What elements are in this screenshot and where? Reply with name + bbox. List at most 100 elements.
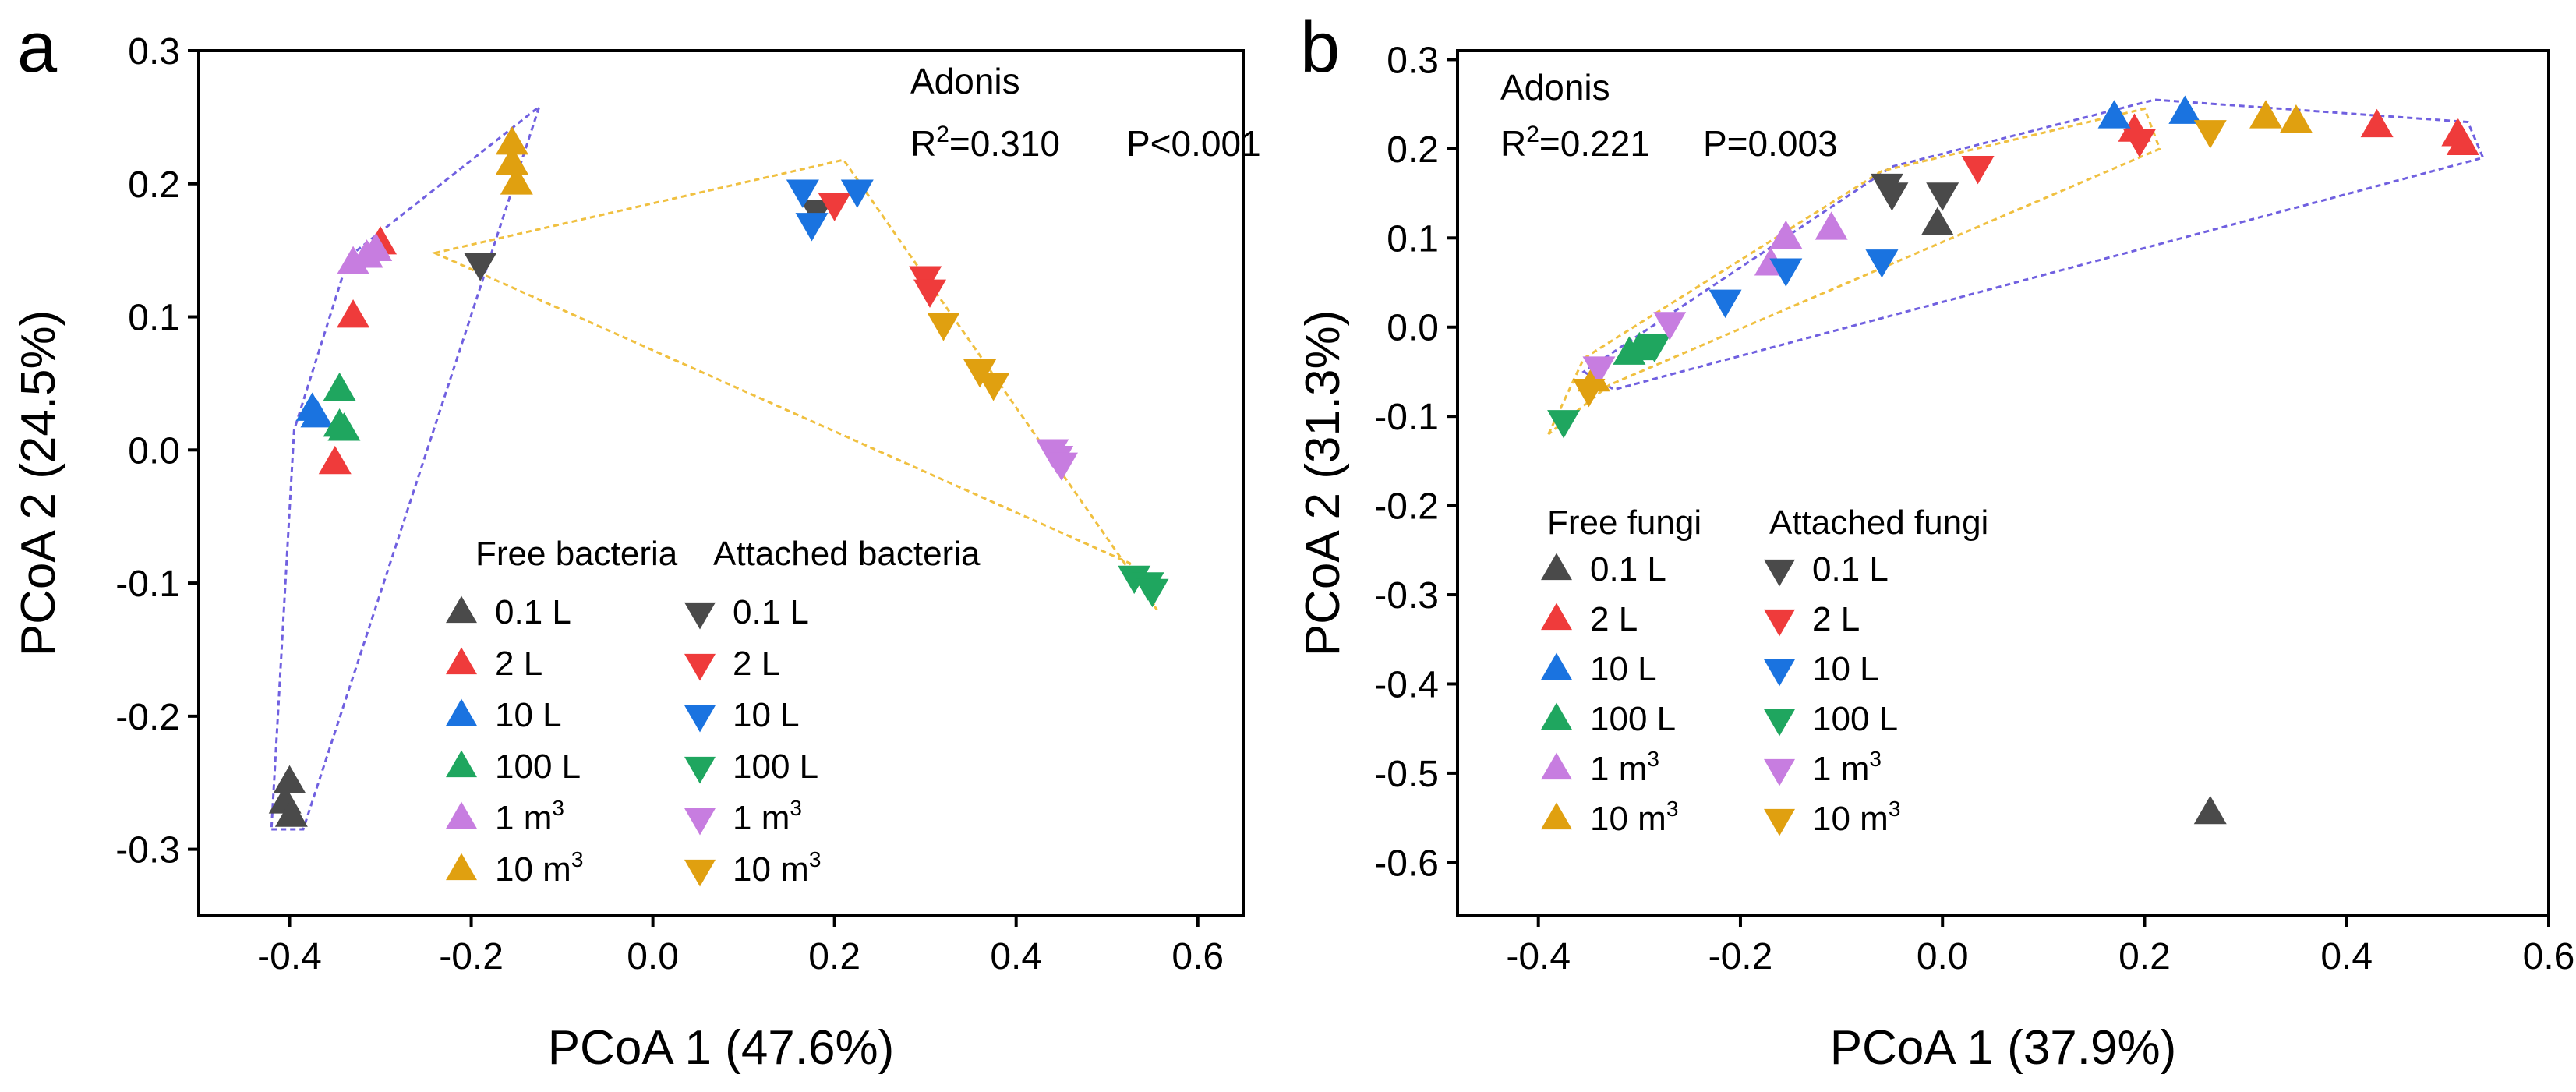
series-a-7 [818,193,946,308]
series-a-0 [268,765,308,827]
points-layer-a [268,125,1169,827]
legend-label-b-0-0: 0.1 L [1590,550,1666,588]
data-point-b-3-1 [1623,331,1656,361]
y-tick-label-b-6: -0.3 [1374,575,1439,617]
legend-label-b-1-2: 10 L [1812,650,1879,688]
data-point-a-0-0 [273,765,306,794]
legend-label-b-1-5: 10 m3 [1812,797,1900,838]
adonis-r2-value-b: =0.221 [1539,123,1650,164]
data-point-b-11-1 [2193,120,2227,149]
legend-label-b-0-2: 10 L [1590,650,1657,688]
hull-a-attached [431,158,1158,611]
legend-marker-b-1-4 [1764,758,1795,786]
adonis-title-a: Adonis [910,61,1020,101]
x-tick-label-b-0: -0.4 [1506,936,1571,977]
x-tick-label-a-3: 0.2 [808,936,860,977]
data-point-b-2-0 [2097,100,2131,129]
data-point-b-0-1 [2193,795,2227,825]
data-point-a-8-2 [840,179,874,208]
data-point-b-9-1 [1638,334,1671,363]
series-b-2 [2097,95,2202,129]
y-tick-label-a-4: -0.1 [115,564,180,605]
legend-marker-a-0-4 [446,801,477,829]
legend-marker-a-1-2 [684,705,716,733]
data-point-b-10-0 [1582,356,1616,385]
legend-marker-b-0-1 [1541,603,1572,631]
data-point-a-0-2 [274,798,308,827]
legend-marker-b-0-3 [1541,702,1572,730]
x-axis-label-a: PCoA 1 (47.6%) [548,1021,895,1075]
y-tick-label-b-8: -0.5 [1374,754,1439,795]
y-tick-label-a-6: -0.3 [115,830,180,871]
data-point-a-5-1 [496,146,528,175]
legend-label-b-0-5: 10 m3 [1590,797,1678,838]
legend-label-b-1-3: 100 L [1812,700,1898,738]
legend-label-a-1-3: 100 L [733,747,818,786]
data-point-b-4-2 [1815,211,1848,240]
legend-marker-a-0-1 [446,647,477,675]
adonis-r2-sup-b: 2 [1526,122,1539,147]
legend-marker-b-0-4 [1541,752,1572,780]
legend-title-a-1: Attached bacteria [713,535,981,573]
hull-a-free [270,103,542,831]
data-point-b-6-2 [1926,182,1959,211]
legend-b: Free fungi 0.1 L 2 L 10 L 100 L 1 m3 10 m3 Atta… [1541,504,1988,838]
data-point-b-0-0 [1921,207,1954,235]
legend-marker-b-1-3 [1764,709,1795,737]
y-axis-ticks-b: 0.3 0.2 0.1 0.0 -0.1 -0.2 -0.3 -0.4 -0.5 -0.6 [1374,40,1458,884]
adonis-p-a: P<0.001 [1126,123,1261,164]
legend-marker-a-1-0 [684,602,716,630]
data-point-b-8-1 [1769,258,1803,287]
legend-title-b-1: Attached fungi [1769,504,1988,542]
data-point-a-1-2 [318,445,352,475]
legend-label-b-1-0: 0.1 L [1812,550,1889,588]
y-tick-label-b-7: -0.4 [1374,664,1439,705]
data-point-a-2-1 [300,399,334,428]
data-point-a-11-2 [977,373,1010,401]
legend-marker-b-1-2 [1764,659,1795,687]
adonis-r2-value-a: =0.310 [949,123,1060,164]
x-tick-label-b-2: 0.0 [1917,936,1969,977]
series-b-11 [1572,120,2227,408]
legend-label-b-0-1: 2 L [1590,600,1638,638]
panel-label-b: b [1300,8,1340,87]
legend-label-a-0-0: 0.1 L [495,593,571,631]
hull-b-free [1581,98,2485,391]
legend-marker-b-1-1 [1764,609,1795,637]
adonis-annotation-a: Adonis R2=0.310 P<0.001 [910,61,1261,164]
data-point-a-8-1 [795,213,829,242]
series-a-3 [323,372,361,441]
x-axis-label-b: PCoA 1 (37.9%) [1830,1021,2177,1075]
data-point-a-3-2 [327,412,361,441]
series-a-8 [786,179,874,242]
legend-label-a-0-3: 100 L [495,747,581,786]
plot-frame-b [1456,49,2550,917]
data-point-b-2-1 [2168,95,2202,124]
data-point-a-7-0 [818,193,851,221]
panel-a: a -0.4 -0.2 0.0 0.2 0.4 0.6 0.3 0.2 0.1 0.0 -0.1 -… [12,8,1261,1075]
legend-label-a-1-1: 2 L [733,645,780,683]
adonis-r2-b: R2=0.221 [1500,122,1650,164]
series-a-2 [295,392,334,428]
legend-label-b-1-1: 2 L [1812,600,1860,638]
y-axis-label-b: PCoA 2 (31.3%) [1296,310,1350,657]
data-point-b-9-0 [1547,410,1581,439]
series-a-5 [496,125,533,195]
data-point-b-8-0 [1708,289,1742,318]
data-point-a-7-2 [913,279,946,308]
panel-label-a: a [17,8,58,87]
legend-marker-a-0-5 [446,853,477,881]
legend-marker-a-1-5 [684,859,716,887]
adonis-p-b: P=0.003 [1703,123,1838,164]
data-point-a-4-2 [359,232,393,261]
legend-marker-a-1-3 [684,756,716,784]
legend-marker-b-1-5 [1764,808,1795,836]
y-tick-label-a-5: -0.2 [115,697,180,738]
x-tick-label-b-5: 0.6 [2523,936,2575,977]
y-tick-label-a-1: 0.2 [128,164,180,206]
y-tick-label-a-2: 0.1 [128,298,180,339]
x-tick-label-a-2: 0.0 [627,936,679,977]
series-b-9 [1547,334,1671,439]
data-point-b-4-1 [1769,220,1803,249]
